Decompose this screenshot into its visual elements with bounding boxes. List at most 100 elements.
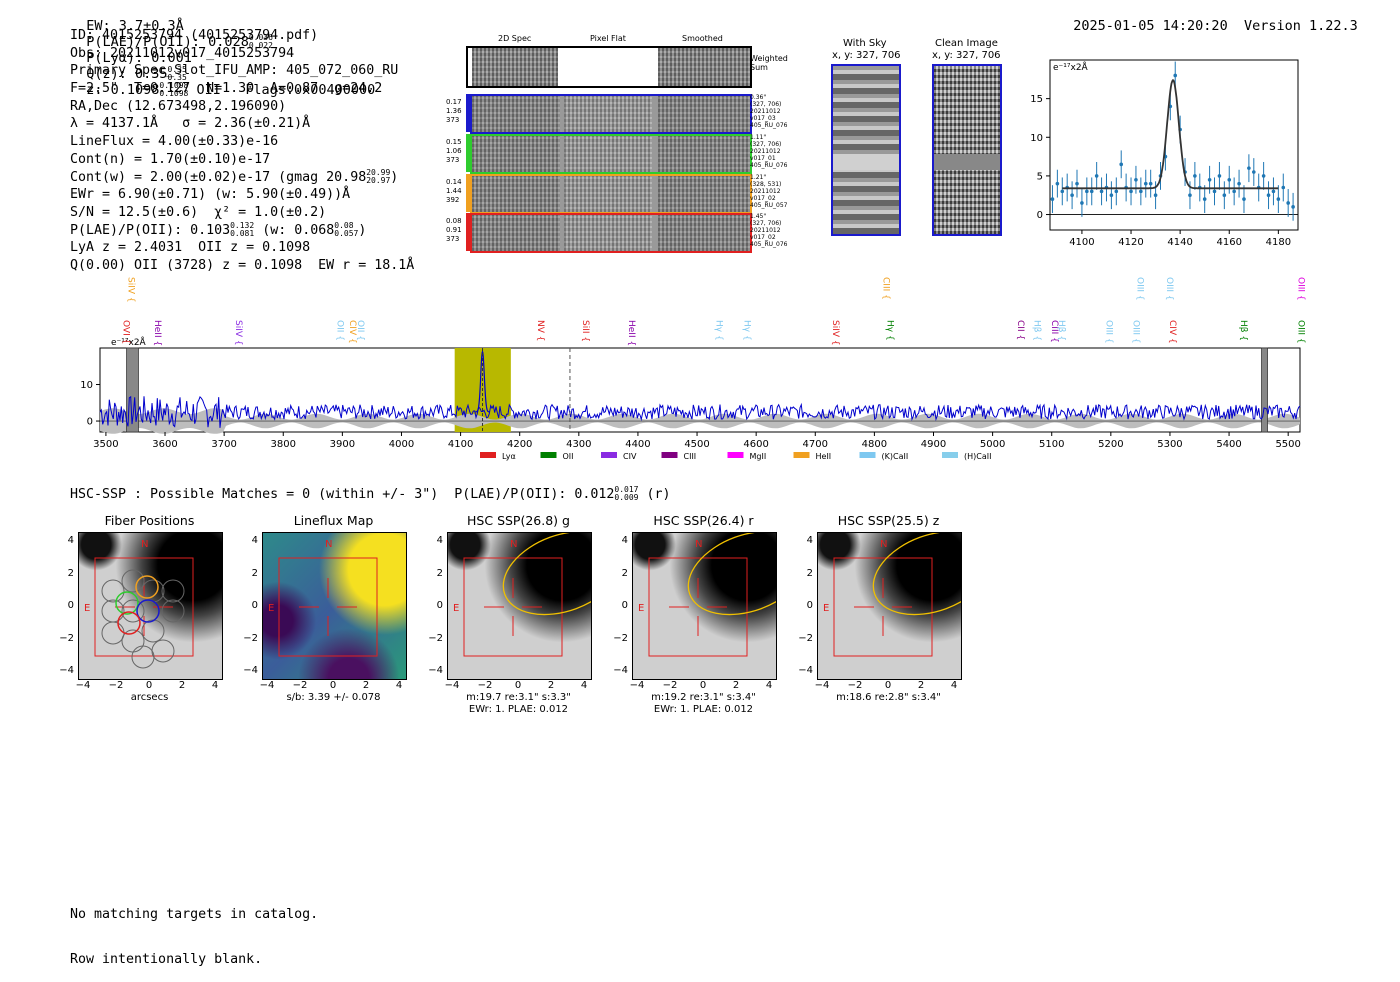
fit-point <box>1286 201 1290 205</box>
compass-east: E <box>453 603 459 614</box>
cutout-meta-line: 20211012 <box>750 148 781 155</box>
spectrum-line-label: OIII { <box>1134 277 1144 301</box>
header-z-lo: 0.1098 <box>159 89 189 98</box>
panel-xtick-label: 0 <box>145 680 153 691</box>
cutout-meta-line: 1.11" <box>750 134 767 141</box>
spectrum-xtick-label: 4700 <box>803 439 828 450</box>
info-ewr: EWr = 6.90(±0.71) (w: 5.90(±0.49))Å <box>70 187 351 203</box>
fit-model-line <box>1062 79 1279 190</box>
info-plae2-hi: 0.132 <box>230 220 255 230</box>
spectrum-legend-swatch <box>661 452 678 458</box>
fiber-circle <box>101 579 125 603</box>
cutout-row-stats: 0.14 1.44 392 <box>446 178 466 205</box>
fit-point <box>1227 177 1232 182</box>
panel-xtick-label: 2 <box>917 680 925 691</box>
panel-xtick-label: −4 <box>75 680 91 691</box>
info-plae2-row: P(LAE)/P(OII): 0.1030.132 0.081 (w: 0.068… <box>70 220 414 240</box>
weighted-2dspec <box>472 48 558 86</box>
cutout-smoothed <box>658 96 750 132</box>
panel-ytick-label: −4 <box>59 665 74 676</box>
fit-point <box>1173 73 1178 78</box>
spectrum-xtick-label: 5200 <box>1098 439 1123 450</box>
fiber-circle <box>151 639 175 663</box>
aperture-box <box>278 557 378 657</box>
footer-line2: Row intentionally blank. <box>70 952 263 967</box>
panel-xtick-label: 2 <box>547 680 555 691</box>
fit-point <box>1143 181 1148 186</box>
cutout-stat: 373 <box>446 116 460 124</box>
fit-point <box>1222 193 1227 198</box>
hsc-band: (r) <box>646 487 671 502</box>
panel-ytick-label: 0 <box>806 600 813 611</box>
info-lambda: λ = 4137.1Å σ = 2.36(±0.21)Å <box>70 116 311 132</box>
footer: No matching targets in catalog. Row inte… <box>70 877 318 982</box>
header-timestamp: 2025-01-05 14:20:20 <box>1073 18 1228 34</box>
spectrum-xtick-label: 5500 <box>1275 439 1300 450</box>
fit-ytick-label: 5 <box>1037 171 1043 182</box>
panel-title: Fiber Positions <box>104 513 195 528</box>
info-q: Q(0.00) OII (3728) z = 0.1098 EW r = 18.… <box>70 257 415 273</box>
panel-caption: arcsecs <box>130 692 169 703</box>
panel-ytick-label: 2 <box>251 567 258 579</box>
fit-point <box>1276 197 1281 201</box>
fiber-blue <box>136 599 160 623</box>
spectrum-line-label: OIII { <box>1295 277 1305 301</box>
panel-overlay: NE <box>453 533 591 657</box>
panel-caption-2: EWr: 1. PLAE: 0.012 <box>468 704 569 715</box>
cutout-stat: 1.36 <box>446 107 462 115</box>
panel-caption: s/b: 3.39 +/- 0.078 <box>286 692 381 703</box>
cutout-2dspec <box>472 215 560 251</box>
spectrum-xtick-label: 3900 <box>330 439 355 450</box>
spectrum-line-label: HeII { <box>152 320 162 346</box>
fit-xtick-label: 4180 <box>1266 237 1291 248</box>
spectrum-legend-swatch <box>480 452 496 458</box>
cutout-stat: 1.44 <box>446 187 462 195</box>
compass-east: E <box>84 603 90 614</box>
panel-title: HSC SSP(26.8) g <box>467 513 570 528</box>
info-contw-row: Cont(w) = 2.00(±0.02)e-17 (gmag 20.9820.… <box>70 168 414 187</box>
panel-xtick-label: −4 <box>629 680 645 691</box>
header-plya: P(Lyα): 0.001 <box>86 50 192 66</box>
compass-north: N <box>325 539 332 550</box>
fit-point <box>1119 162 1124 167</box>
header-z-line: OII <box>196 82 221 98</box>
fit-point <box>1217 174 1222 178</box>
fit-point <box>1193 174 1197 178</box>
header-qz-hi: 0.35 <box>167 65 187 74</box>
fit-point <box>1070 193 1074 198</box>
line-fit-chart: 4100 4120 4140 4160 4180 0 5 10 15 e⁻¹⁷x2Å <box>1030 59 1299 248</box>
fit-xtick-label: 4100 <box>1069 237 1094 248</box>
hsc-title: HSC-SSP : Possible Matches = 0 (within +… <box>70 487 615 502</box>
panel-xtick-label: −4 <box>259 680 275 691</box>
weighted-sum-cutout <box>466 46 752 88</box>
fiber-circle <box>161 599 185 623</box>
weighted-sum-label: Weighted Sum <box>750 54 788 72</box>
fit-point <box>1129 189 1133 194</box>
cutout-meta-line: (327, 706) <box>750 220 782 227</box>
spectrum-line-label: OIII { <box>1104 320 1114 344</box>
fit-point <box>1148 181 1153 186</box>
panel-ytick-label: 0 <box>436 600 443 611</box>
panel-ytick-label: 4 <box>621 535 628 546</box>
spectrum-ytick-label: 10 <box>80 380 93 391</box>
spectrum-line-label: Hβ { <box>1032 320 1042 341</box>
spectrum-line-label: OIII { <box>1295 320 1305 344</box>
fiber-circle <box>101 621 125 645</box>
fiber-circle <box>131 645 155 669</box>
spectrum-line-label: SiIV { <box>233 320 243 346</box>
cutout-row-meta: 1.21" (328, 531) 20211012 v017_02 405_RU_057 <box>750 174 800 209</box>
panel-xtick-label: 4 <box>950 680 958 691</box>
spectrum-legend-swatch <box>601 452 617 458</box>
header-flags: Flags:0x00400000 <box>245 82 376 98</box>
fit-point <box>1109 193 1114 198</box>
with-sky-title: With Sky <box>843 38 887 49</box>
info-slot: Primary Spec_Slot_IFU_AMP: 405_072_060_R… <box>70 63 399 79</box>
header-z-hi: 0.1098 <box>159 81 189 90</box>
fiber-circle <box>121 599 145 623</box>
hsc-hi: 0.017 <box>614 485 639 494</box>
spectrum-legend-swatch <box>727 452 744 458</box>
spectrum-line-label: Hγ { <box>741 320 751 341</box>
compass-north: N <box>510 539 517 550</box>
header-plae: P(LAE)/P(OII): 0.028 <box>86 34 249 50</box>
panel-overlay: NE <box>823 533 961 657</box>
